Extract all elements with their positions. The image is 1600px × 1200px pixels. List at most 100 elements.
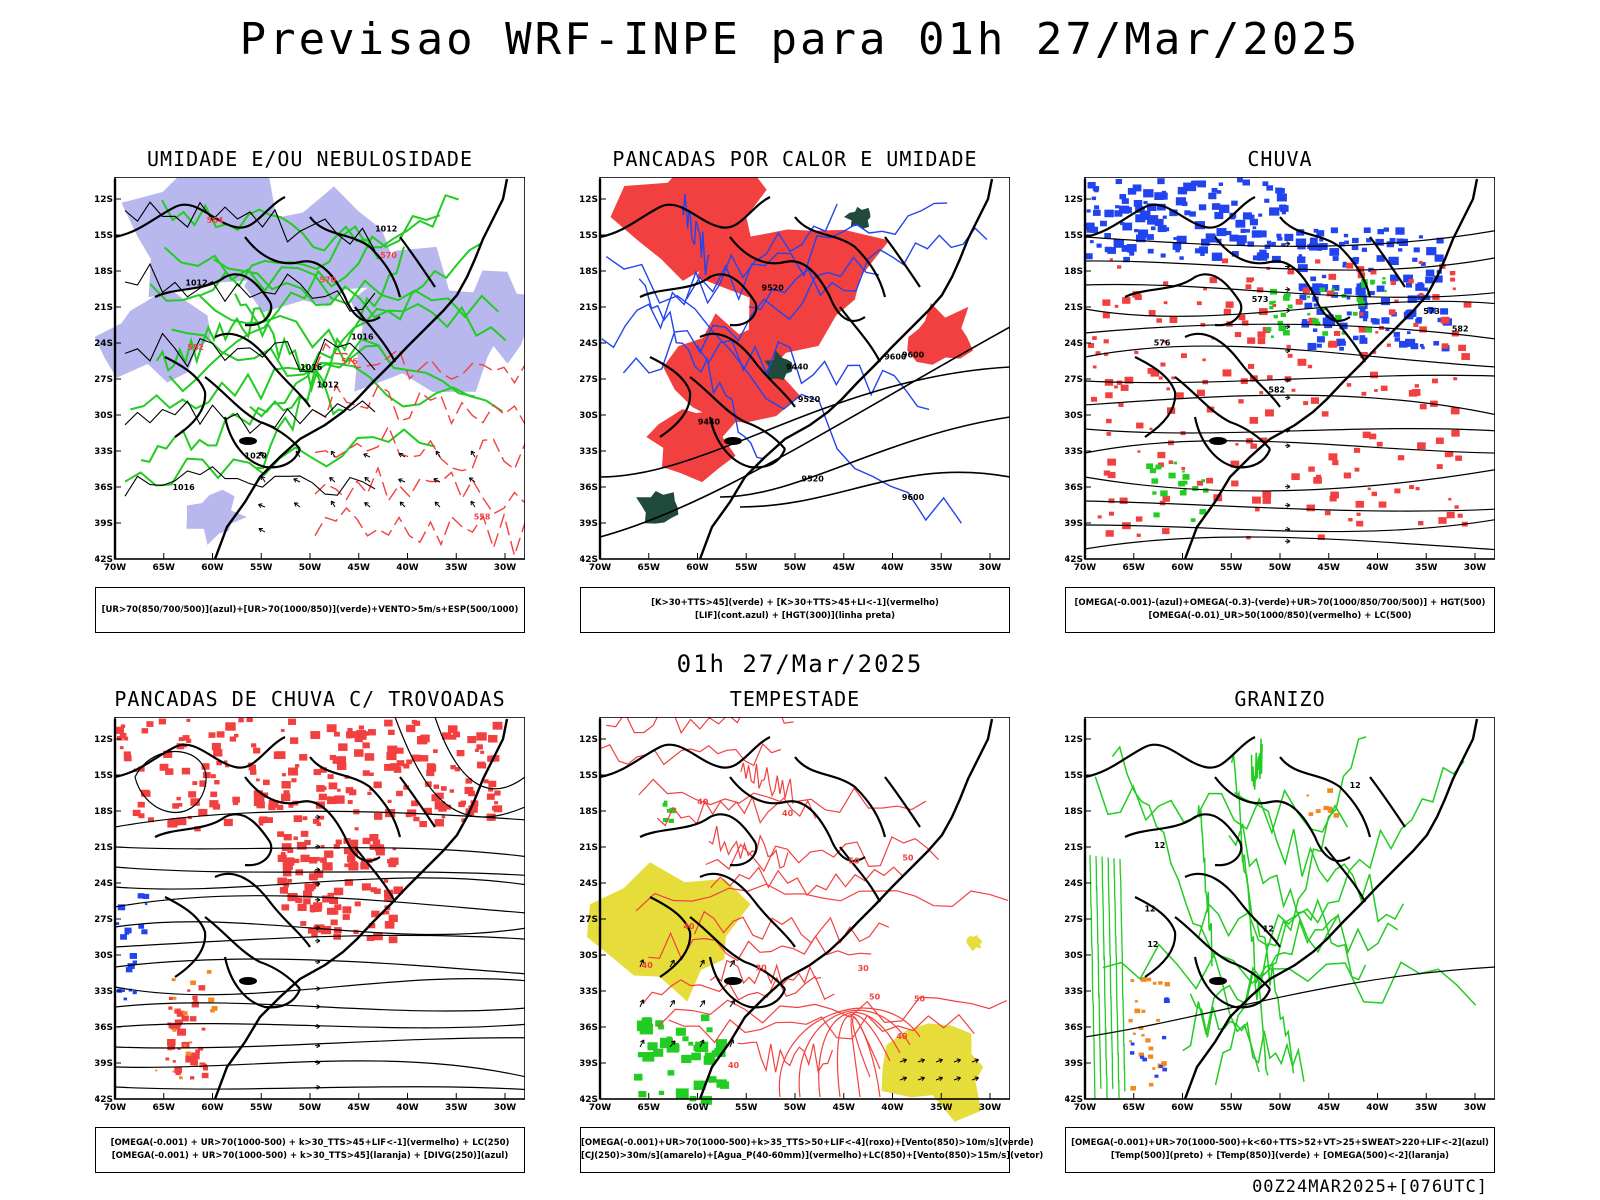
speckle	[444, 804, 452, 810]
speckle	[1163, 301, 1168, 305]
country-border	[649, 356, 692, 438]
lon-tick-label: 45W	[1318, 563, 1341, 573]
speckle	[1202, 358, 1206, 362]
speckle	[1135, 214, 1146, 223]
lat-tick-label: 42S	[95, 1095, 113, 1105]
lon-tick-label: 55W	[1220, 1103, 1243, 1113]
speckle	[494, 790, 501, 796]
wind-arrow-head	[316, 844, 321, 850]
contour-value-label: 12	[1154, 841, 1165, 850]
speckle	[120, 724, 126, 728]
main-title: Previsao WRF-INPE para 01h 27/Mar/2025	[239, 14, 1361, 65]
speckle	[1365, 327, 1373, 333]
speckle	[1376, 441, 1383, 447]
speckle	[1113, 239, 1124, 248]
speckle	[232, 800, 239, 806]
contour-line	[708, 825, 789, 869]
speckle	[1454, 505, 1459, 509]
speckle	[1169, 316, 1178, 323]
speckle	[1116, 265, 1122, 269]
speckle	[1148, 1046, 1154, 1051]
legend-box: [K>30+TTS>45](verde) + [K>30+TTS>45+LI<-…	[580, 587, 1010, 633]
speckle	[1135, 516, 1143, 522]
shaded-area	[186, 489, 247, 545]
speckle	[492, 806, 498, 811]
lat-tick-label: 42S	[580, 555, 598, 565]
speckle	[167, 1039, 176, 1046]
country-border	[699, 332, 796, 408]
speckle	[326, 724, 337, 733]
speckle	[1376, 285, 1385, 292]
speckle	[1130, 979, 1135, 983]
speckle	[1260, 437, 1268, 443]
speckle	[1115, 205, 1120, 209]
speckle	[333, 844, 340, 849]
speckle	[1114, 385, 1118, 389]
speckle	[1140, 1055, 1145, 1059]
speckle	[1448, 497, 1452, 501]
speckle	[1208, 192, 1217, 200]
contour-line	[1197, 805, 1214, 967]
map-frame	[1084, 177, 1495, 560]
speckle	[1322, 317, 1333, 326]
speckle	[1252, 255, 1260, 261]
speckle	[476, 744, 483, 750]
contour-value-label: 1020	[245, 452, 268, 461]
speckle	[1231, 251, 1239, 257]
speckle	[1380, 385, 1388, 391]
speckle	[1299, 294, 1307, 301]
speckle	[1120, 384, 1129, 391]
lon-tick-label: 30W	[1464, 563, 1487, 573]
speckle	[1266, 240, 1272, 245]
speckle	[488, 780, 497, 788]
country-border	[794, 756, 887, 838]
run-info-footer: 00Z24MAR2025+[076UTC]	[1252, 1177, 1488, 1197]
speckle	[177, 1028, 186, 1036]
speckle	[1196, 389, 1205, 397]
speckle	[1372, 350, 1377, 354]
speckle	[403, 763, 410, 769]
speckle	[1321, 306, 1326, 311]
speckle	[281, 793, 291, 802]
country-border	[639, 273, 758, 327]
speckle	[1161, 1062, 1166, 1067]
wind-arrow-head	[1286, 526, 1291, 532]
speckle	[178, 1024, 182, 1027]
contour-value-label: 12	[1144, 905, 1155, 914]
speckle	[375, 848, 385, 856]
speckle	[209, 800, 219, 808]
speckle	[361, 883, 371, 891]
speckle	[1197, 180, 1207, 188]
speckle	[1356, 520, 1364, 527]
speckle	[1247, 337, 1256, 344]
speckle	[1158, 981, 1163, 985]
speckle	[1369, 290, 1375, 296]
speckle	[1202, 488, 1209, 493]
contour-value-label: 582	[1452, 325, 1469, 334]
speckle	[1303, 401, 1309, 406]
speckle	[1157, 178, 1165, 185]
speckle	[288, 767, 298, 776]
legend-box: [OMEGA(-0.001)-(azul)+OMEGA(-0.3)-(verde…	[1065, 587, 1495, 633]
speckle	[416, 736, 428, 745]
map-frame	[599, 177, 1010, 560]
speckle	[281, 843, 292, 851]
speckle	[1155, 464, 1162, 470]
speckle	[1216, 190, 1222, 194]
speckle	[1252, 226, 1257, 230]
speckle	[213, 749, 223, 757]
speckle	[1163, 998, 1170, 1003]
speckle	[1382, 277, 1386, 280]
speckle	[1377, 229, 1385, 235]
speckle	[265, 817, 273, 823]
country-border	[1184, 332, 1281, 408]
lon-tick-label: 60W	[686, 563, 709, 573]
legend-box: [OMEGA(-0.001) + UR>70(1000-500) + k>30_…	[95, 1127, 525, 1173]
speckle	[1344, 288, 1352, 295]
speckle	[344, 863, 349, 868]
country-border	[214, 332, 311, 408]
speckle	[1178, 480, 1186, 487]
speckle	[176, 796, 181, 801]
speckle	[1271, 241, 1276, 246]
contour-line	[1254, 760, 1465, 985]
